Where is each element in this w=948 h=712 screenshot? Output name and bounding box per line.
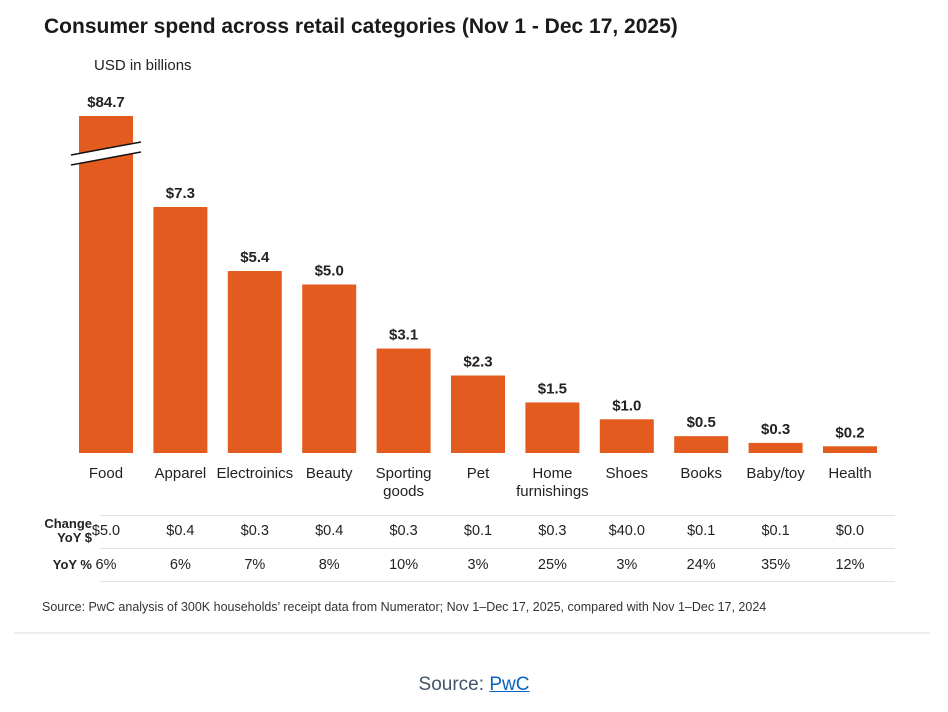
bar xyxy=(748,442,803,453)
change-yoy-cell: $0.1 xyxy=(687,523,716,539)
data-label: $5.4 xyxy=(240,249,270,266)
data-label: $7.3 xyxy=(166,185,195,202)
change-yoy-cell: $0.3 xyxy=(538,523,567,539)
yoy-pct-cell: 25% xyxy=(537,557,567,573)
yoy-pct-cell: 6% xyxy=(169,557,191,573)
bar xyxy=(451,375,505,453)
data-label: $1.5 xyxy=(538,380,567,397)
axis-break-gap xyxy=(71,142,141,165)
data-label: $0.2 xyxy=(835,424,864,441)
change-yoy-cell: $0.4 xyxy=(315,523,344,539)
yoy-pct-cell: 7% xyxy=(244,557,266,573)
change-yoy-cell: $0.3 xyxy=(389,523,418,539)
data-label: $84.7 xyxy=(87,94,125,111)
yoy-pct-cell: 3% xyxy=(616,557,638,573)
category-label: Beauty xyxy=(306,465,353,482)
yoy-pct-cell: 35% xyxy=(761,557,791,573)
yoy-pct-cell: 8% xyxy=(318,557,340,573)
data-label: $2.3 xyxy=(463,353,492,370)
change-yoy-cell: $0.3 xyxy=(240,523,269,539)
bar xyxy=(227,271,282,453)
footer-source: Source: PwC xyxy=(0,674,948,696)
bar xyxy=(376,348,431,453)
yoy-pct-cell: 6% xyxy=(95,557,117,573)
data-label: $0.3 xyxy=(761,421,790,438)
row-label-yoy-pct: YoY % xyxy=(52,557,92,572)
chart-panel: Consumer spend across retail categories … xyxy=(14,0,930,634)
category-label: Health xyxy=(828,465,871,482)
category-label: Apparel xyxy=(155,465,207,482)
table-divider xyxy=(100,548,895,549)
change-yoy-cell: $0.1 xyxy=(463,523,493,539)
change-yoy-cell: $0.1 xyxy=(761,523,790,539)
data-label: $0.5 xyxy=(687,414,716,431)
bar xyxy=(79,116,133,453)
axis-break-line xyxy=(70,141,142,156)
category-label: Food xyxy=(89,465,123,482)
yoy-pct-cell: 3% xyxy=(467,557,489,573)
category-label: Books xyxy=(680,465,722,482)
data-label: $3.1 xyxy=(389,327,418,344)
category-label: Shoes xyxy=(606,465,649,482)
table-divider xyxy=(100,515,895,516)
bar xyxy=(525,402,580,453)
pwc-link[interactable]: PwC xyxy=(489,674,530,695)
chart-source-note: Source: PwC analysis of 300K households’… xyxy=(42,600,767,614)
category-label: Pet xyxy=(467,465,490,482)
change-yoy-cell: $0.0 xyxy=(835,523,865,539)
category-label: furnishings xyxy=(516,483,589,500)
change-yoy-cell: $0.4 xyxy=(166,523,195,539)
category-label: Electroinics xyxy=(216,465,293,482)
y-axis-label: USD in billions xyxy=(94,57,192,74)
footer-prefix: Source: xyxy=(418,674,490,695)
yoy-pct-cell: 10% xyxy=(389,557,419,573)
category-label: goods xyxy=(383,483,424,500)
axis-break-line xyxy=(70,151,142,166)
yoy-pct-cell: 12% xyxy=(835,557,865,573)
bar xyxy=(153,206,208,453)
category-label: Home xyxy=(532,465,572,482)
bar-chart: $84.7 Food $7.3 Apparel $5.4 Electroinics $5.0… xyxy=(70,94,877,500)
row-label-change-yoy: Change YoY $ xyxy=(44,516,92,545)
data-label: $1.0 xyxy=(612,397,641,414)
category-label: Sporting xyxy=(376,465,432,482)
bar xyxy=(674,436,729,453)
bar xyxy=(599,419,654,453)
bar xyxy=(302,284,357,453)
change-yoy-cell: $40.0 xyxy=(608,523,645,539)
bar xyxy=(823,446,877,453)
table-divider xyxy=(100,581,895,582)
chart-title: Consumer spend across retail categories … xyxy=(44,15,678,38)
data-label: $5.0 xyxy=(315,263,344,280)
category-label: Baby/toy xyxy=(746,465,805,482)
yoy-pct-cell: 24% xyxy=(686,557,716,573)
change-yoy-cell: $5.0 xyxy=(91,523,121,539)
